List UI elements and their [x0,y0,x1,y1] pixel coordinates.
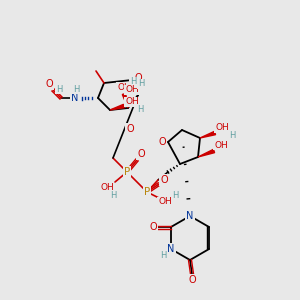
Text: H: H [130,77,136,86]
Text: H: H [229,131,235,140]
Text: OH: OH [158,197,172,206]
Text: O: O [137,149,145,159]
Text: O: O [188,275,196,285]
Text: O: O [45,79,53,89]
Text: H: H [137,106,143,115]
Text: OH: OH [125,98,139,106]
Text: P: P [124,167,130,177]
Polygon shape [122,94,128,108]
Text: OH: OH [215,124,229,133]
Text: O: O [149,222,157,232]
Text: H: H [172,190,178,200]
Polygon shape [198,149,214,157]
Text: H: H [138,80,144,88]
Text: OH: OH [100,184,114,193]
Text: O: O [160,175,168,185]
Polygon shape [200,131,216,138]
Text: H: H [73,85,79,94]
Text: O: O [134,73,142,83]
Text: P: P [144,187,150,197]
Text: OH: OH [125,85,139,94]
Text: OH: OH [214,140,228,149]
Text: H: H [160,251,166,260]
Text: N: N [71,93,79,103]
Text: H: H [110,191,116,200]
Polygon shape [110,104,124,110]
Text: OH: OH [117,82,131,91]
Text: N: N [167,244,175,254]
Text: H: H [56,85,62,94]
Text: O: O [126,124,134,134]
Text: O: O [158,137,166,147]
Text: N: N [186,211,194,221]
